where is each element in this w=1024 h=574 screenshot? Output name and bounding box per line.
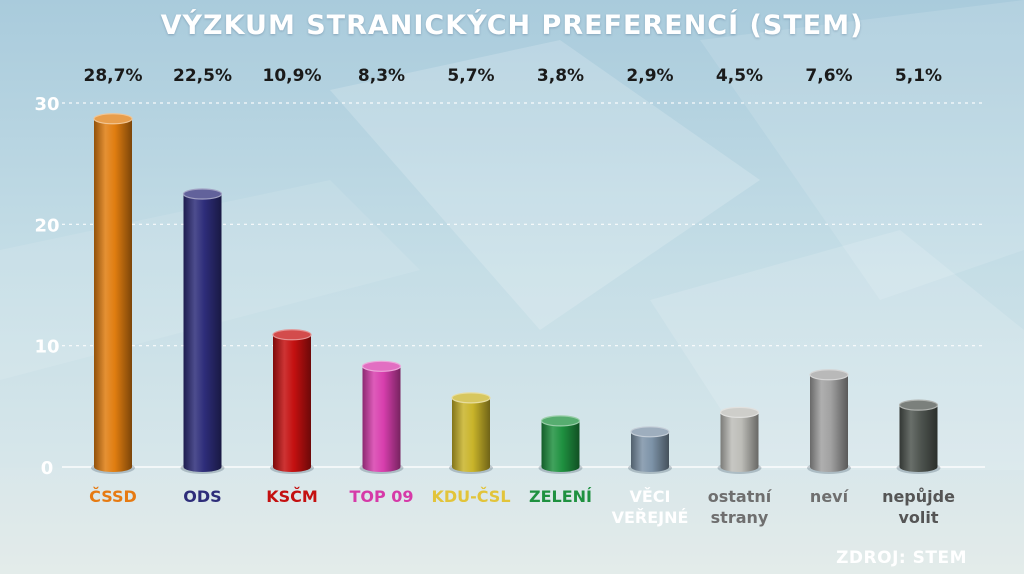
bar-cap [93, 113, 133, 125]
bar-body [541, 420, 580, 472]
bar [896, 399, 941, 474]
data-label: 3,8% [537, 66, 584, 86]
y-tick-label: 20 [34, 215, 59, 236]
category-label: ostatní strany [708, 487, 773, 527]
bar-body [183, 194, 222, 472]
category-label: ČSSD [89, 487, 137, 506]
bar [807, 369, 851, 474]
data-label: 10,9% [263, 66, 322, 86]
bar-cap [182, 188, 223, 200]
y-tick-label: 0 [41, 458, 54, 479]
bar-body [631, 431, 669, 472]
bar-body [362, 366, 401, 472]
category-label: KDU-ČSL [431, 487, 510, 506]
data-label: 4,5% [716, 66, 763, 86]
y-tick-label: 10 [34, 337, 59, 358]
bar-body [899, 405, 938, 472]
category-label: VĚCI VEŘEJNÉ [612, 487, 689, 527]
category-label: nepůjde volit [882, 487, 955, 527]
data-label: 22,5% [173, 66, 232, 86]
bar [91, 113, 135, 474]
data-label: 28,7% [84, 66, 143, 86]
bar-cap [361, 360, 402, 372]
bar-cap [451, 392, 491, 404]
bar [449, 392, 493, 474]
data-label: 5,1% [895, 66, 942, 86]
bar-cap [540, 415, 581, 427]
bar [270, 329, 314, 474]
bar-cap [719, 406, 760, 418]
bar-body [94, 118, 132, 473]
category-label: ZELENÍ [529, 487, 592, 506]
y-tick-label: 30 [34, 94, 59, 115]
data-label: 8,3% [358, 66, 405, 86]
bar-body [720, 412, 759, 472]
category-label: TOP 09 [349, 487, 413, 506]
source-label: ZDROJ: STEM [836, 548, 967, 568]
bar-cap [630, 426, 670, 438]
category-label: KSČM [266, 487, 318, 506]
bar [717, 406, 762, 474]
category-label: neví [810, 487, 850, 506]
bar [359, 360, 404, 474]
chart-title: VÝZKUM STRANICKÝCH PREFERENCÍ (STEM) [160, 10, 864, 41]
bar [180, 188, 225, 474]
bar-cap [272, 329, 312, 341]
bar-body [273, 334, 311, 472]
data-label: 2,9% [626, 66, 673, 86]
bar [538, 415, 583, 474]
category-label: ODS [183, 487, 221, 506]
data-label: 7,6% [805, 66, 852, 86]
bar-cap [809, 369, 849, 381]
bar-body [810, 374, 848, 472]
bar [628, 426, 672, 474]
data-label: 5,7% [447, 66, 494, 86]
bar-body [452, 397, 490, 472]
bar-cap [898, 399, 939, 411]
